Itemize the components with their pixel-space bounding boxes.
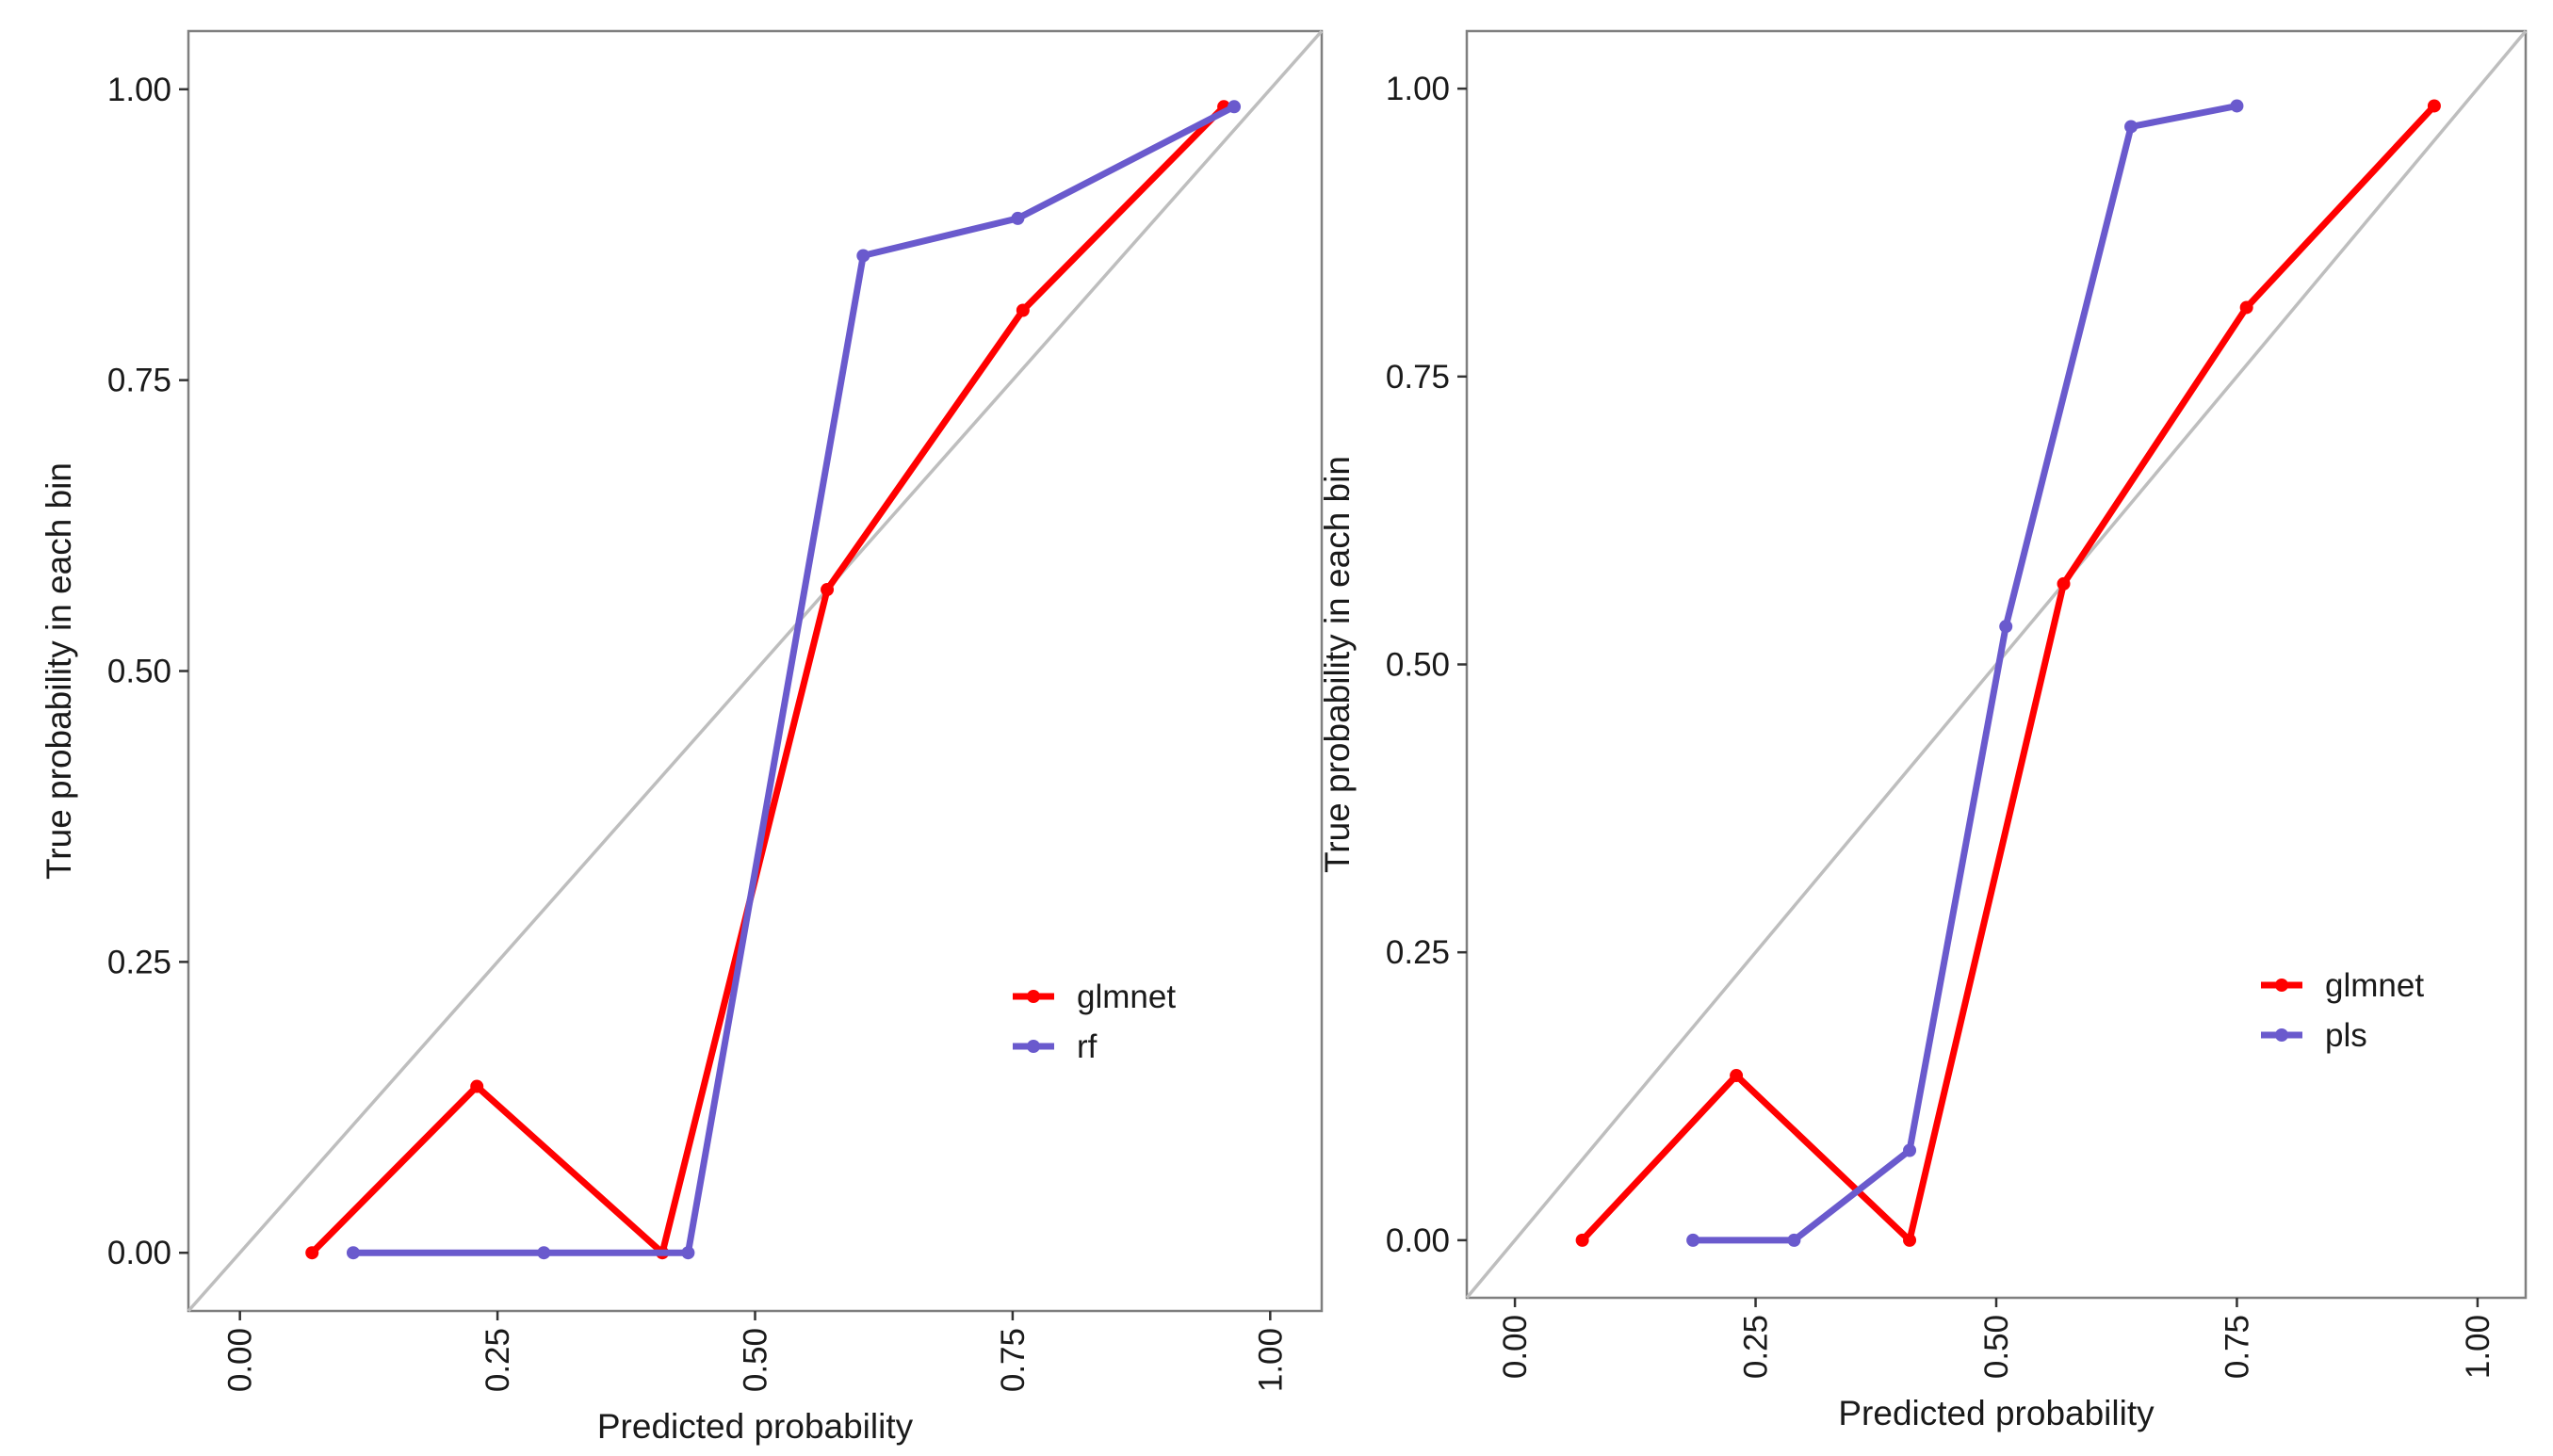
- legend-key-point-pls: [2275, 1028, 2288, 1042]
- data-point-pls: [2124, 120, 2138, 134]
- x-tick-label: 0.25: [480, 1328, 516, 1392]
- x-tick-label: 0.00: [1497, 1315, 1534, 1379]
- y-tick-label: 0.00: [1386, 1222, 1450, 1259]
- x-tick-label: 0.50: [1978, 1315, 2015, 1379]
- data-point-glmnet: [1730, 1069, 1744, 1083]
- y-tick-label: 0.50: [1386, 647, 1450, 684]
- legend-label-rf: rf: [1077, 1028, 1098, 1065]
- data-point-glmnet: [470, 1079, 484, 1093]
- data-point-pls: [1999, 620, 2013, 634]
- x-tick-label: 0.25: [1738, 1315, 1775, 1379]
- y-axis-title: True probability in each bin: [40, 462, 78, 880]
- y-tick-label: 0.75: [1386, 359, 1450, 396]
- series-line-glmnet: [1579, 103, 2438, 1244]
- calibration-panel-right: 0.00 0.25 0.50 0.75 1.00 0.00 0.25 0.50 0.75 1.00…: [1318, 29, 2528, 1432]
- x-axis-title: Predicted probability: [1838, 1394, 2155, 1432]
- y-tick-label: 0.50: [107, 654, 171, 690]
- data-point-glmnet: [821, 583, 835, 597]
- data-point-glmnet: [1575, 1233, 1589, 1247]
- y-tick-label: 1.00: [107, 72, 171, 108]
- legend-label-glmnet: glmnet: [1077, 979, 1176, 1015]
- series-line-pls: [1689, 103, 2240, 1244]
- y-tick-label: 0.00: [107, 1235, 171, 1271]
- legend-label-glmnet: glmnet: [2325, 967, 2424, 1004]
- x-tick-label: 0.50: [738, 1328, 774, 1392]
- data-point-rf: [856, 249, 870, 263]
- data-point-rf: [346, 1246, 360, 1260]
- y-axis-title: True probability in each bin: [1318, 456, 1357, 873]
- series-line-rf: [350, 103, 1238, 1256]
- data-point-pls: [1787, 1233, 1801, 1247]
- data-point-glmnet: [1903, 1233, 1917, 1247]
- y-tick-label: 0.25: [1386, 934, 1450, 971]
- data-point-glmnet: [2427, 99, 2441, 113]
- legend-label-pls: pls: [2325, 1017, 2367, 1054]
- x-tick-label: 1.00: [2460, 1315, 2496, 1379]
- data-point-pls: [1686, 1233, 1700, 1247]
- data-point-rf: [537, 1246, 551, 1260]
- x-tick-label: 0.75: [2219, 1315, 2255, 1379]
- x-tick-label: 1.00: [1252, 1328, 1289, 1392]
- data-point-pls: [1903, 1143, 1917, 1157]
- data-point-rf: [681, 1246, 695, 1260]
- data-point-glmnet: [305, 1246, 319, 1260]
- legend-key-point-rf: [1027, 1040, 1040, 1053]
- y-tick-label: 0.25: [107, 944, 171, 980]
- data-point-glmnet: [1016, 303, 1030, 317]
- x-axis-title: Predicted probability: [597, 1407, 914, 1446]
- data-point-rf: [1011, 211, 1025, 225]
- data-point-glmnet: [2057, 576, 2071, 590]
- x-tick-label: 0.00: [222, 1328, 259, 1392]
- legend-key-point-glmnet: [2275, 979, 2288, 992]
- reference-diagonal-line: [187, 29, 1324, 1313]
- x-tick-label: 0.75: [995, 1328, 1032, 1392]
- data-point-rf: [1228, 100, 1242, 114]
- y-tick-label: 1.00: [1386, 71, 1450, 107]
- y-tick-label: 0.75: [107, 363, 171, 399]
- calibration-panel-left: 0.00 0.25 0.50 0.75 1.00 0.00 0.25 0.50 0.75 1.00…: [40, 29, 1324, 1446]
- data-point-glmnet: [2239, 300, 2253, 315]
- legend-key-point-glmnet: [1027, 990, 1040, 1003]
- data-point-pls: [2230, 99, 2244, 113]
